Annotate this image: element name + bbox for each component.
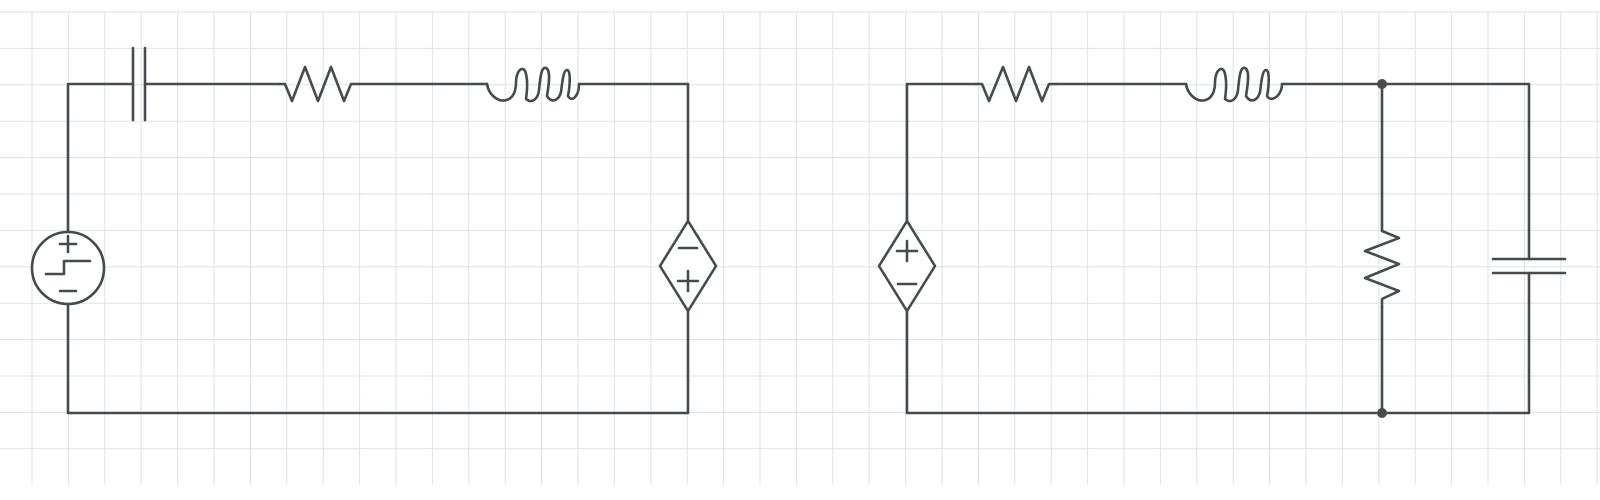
junction-dot-top (1377, 79, 1387, 89)
capacitor-right-vertical (1491, 257, 1567, 275)
inductor-right-top (1184, 66, 1284, 103)
wire-left-top-1 (66, 82, 135, 244)
wire-left-bottom (66, 300, 690, 415)
wire-left-top-4 (577, 82, 690, 223)
resistor-right-top (974, 65, 1058, 103)
capacitor-left-top (131, 46, 147, 122)
junction-dot-bottom (1377, 408, 1387, 418)
inductor-left-top (485, 66, 581, 103)
resistor-left-top (277, 65, 360, 103)
wires-left (66, 82, 690, 415)
wire-right-top-1 (905, 82, 978, 223)
step-voltage-source-left (30, 230, 106, 306)
wire-right-top-3 (1280, 82, 1531, 261)
circuit-right (877, 65, 1567, 418)
resistor-right-vertical (1363, 223, 1401, 309)
wire-right-bottom (905, 271, 1531, 415)
dependent-voltage-source-right (877, 219, 937, 313)
wires-right (905, 82, 1531, 415)
dependent-voltage-source-left (658, 219, 718, 313)
circuit-left (30, 46, 718, 415)
